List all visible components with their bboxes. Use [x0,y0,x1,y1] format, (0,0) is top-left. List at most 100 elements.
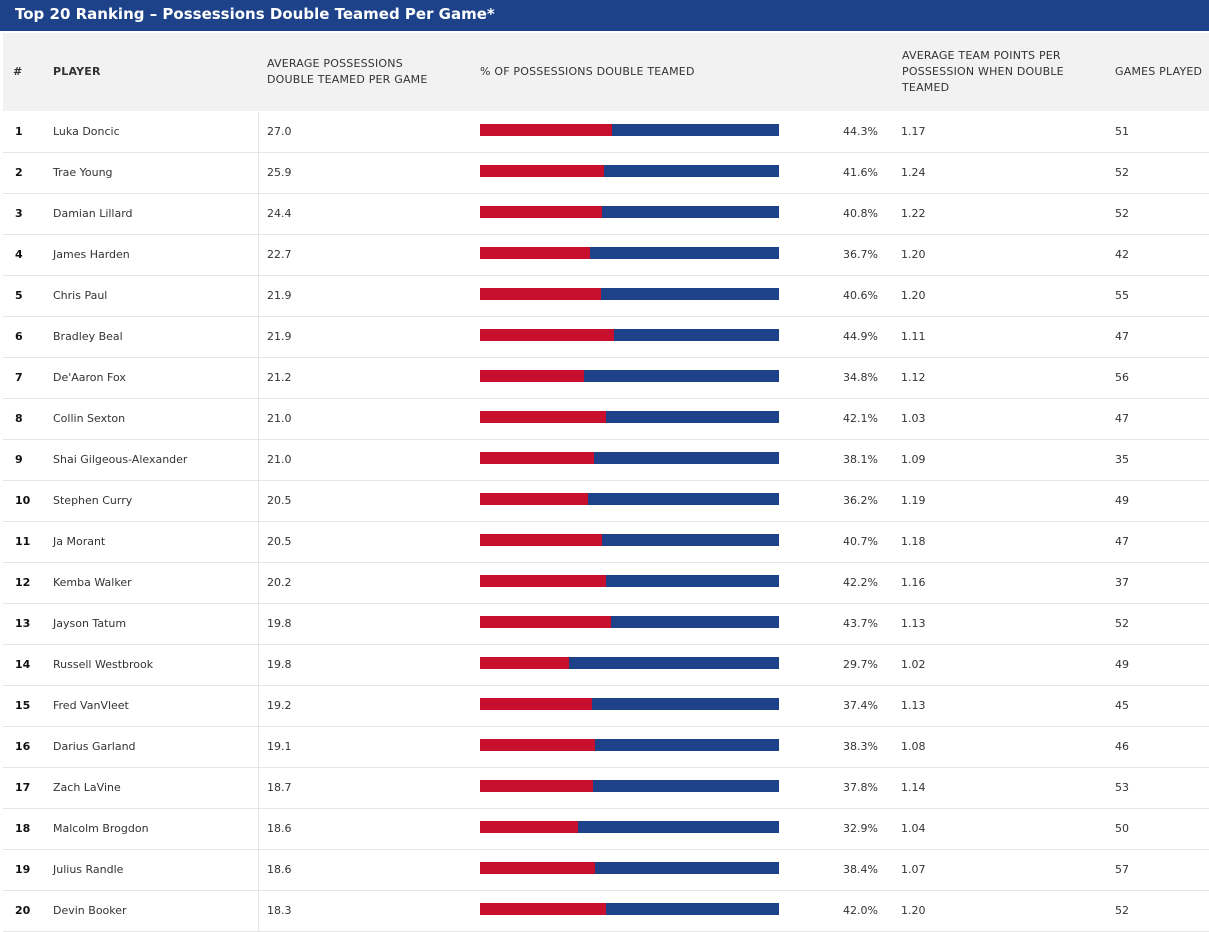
header-avg-possessions[interactable]: AVERAGE POSSESSIONS DOUBLE TEAMED PER GA… [267,57,428,86]
pct-bar [480,698,779,710]
pct-bar-fill [480,370,585,382]
table-row: 12 Kemba Walker 20.2 42.2% 1.16 37 [3,563,1209,604]
points-per-possession-value: 1.20 [901,904,926,917]
pct-label: 32.9% [843,822,878,835]
player-name[interactable]: Fred VanVleet [53,699,129,712]
games-played-value: 45 [1115,699,1129,712]
rank-cell: 15 [15,699,31,712]
player-name[interactable]: Chris Paul [53,289,108,302]
pct-bar [480,780,779,792]
column-divider [258,235,259,275]
player-name[interactable]: De'Aaron Fox [53,371,126,384]
pct-bar-fill [480,903,606,915]
pct-label: 38.4% [843,863,878,876]
table-row: 20 Devin Booker 18.3 42.0% 1.20 52 [3,891,1209,932]
player-name[interactable]: Russell Westbrook [53,658,154,671]
avg-possessions-value: 21.2 [267,371,292,384]
pct-label: 29.7% [843,658,878,671]
column-divider [258,440,259,480]
pct-bar [480,452,779,464]
player-name[interactable]: Zach LaVine [53,781,121,794]
player-name[interactable]: Jayson Tatum [53,617,127,630]
player-name[interactable]: Trae Young [53,166,113,179]
avg-possessions-value: 19.8 [267,617,292,630]
header-pct-double-teamed[interactable]: % OF POSSESSIONS DOUBLE TEAMED [480,65,695,78]
pct-bar [480,493,779,505]
pct-label: 43.7% [843,617,878,630]
pct-label: 44.3% [843,125,878,138]
points-per-possession-value: 1.20 [901,289,926,302]
player-name[interactable]: Ja Morant [53,535,106,548]
avg-possessions-value: 27.0 [267,125,292,138]
rank-cell: 8 [15,412,23,425]
pct-label: 42.1% [843,412,878,425]
column-divider [258,276,259,316]
header-points-per-possession[interactable]: AVERAGE TEAM POINTS PER POSSESSION WHEN … [902,49,1064,94]
games-played-value: 47 [1115,412,1129,425]
games-played-value: 56 [1115,371,1129,384]
page-title: Top 20 Ranking – Possessions Double Team… [0,0,1209,31]
player-name[interactable]: Kemba Walker [53,576,132,589]
table-row: 6 Bradley Beal 21.9 44.9% 1.11 47 [3,317,1209,358]
column-divider [258,112,259,152]
player-name[interactable]: Collin Sexton [53,412,126,425]
games-played-value: 49 [1115,494,1129,507]
points-per-possession-value: 1.04 [901,822,926,835]
table-row: 5 Chris Paul 21.9 40.6% 1.20 55 [3,276,1209,317]
pct-bar [480,739,779,751]
header-games-played[interactable]: GAMES PLAYED [1115,65,1203,78]
games-played-value: 42 [1115,248,1129,261]
player-name[interactable]: Stephen Curry [53,494,133,507]
player-name[interactable]: Darius Garland [53,740,136,753]
table-body: 1 Luka Doncic 27.0 44.3% 1.17 51 2 Trae Young 25… [0,112,1209,932]
player-name[interactable]: Julius Randle [53,863,124,876]
player-name[interactable]: Malcolm Brogdon [53,822,149,835]
rank-cell: 5 [15,289,23,302]
pct-bar-fill [480,698,592,710]
avg-possessions-value: 24.4 [267,207,292,220]
pct-label: 44.9% [843,330,878,343]
rank-cell: 20 [15,904,31,917]
table-row: 17 Zach LaVine 18.7 37.8% 1.14 53 [3,768,1209,809]
pct-label: 42.0% [843,904,878,917]
pct-bar [480,124,779,136]
pct-bar [480,903,779,915]
player-name[interactable]: Devin Booker [53,904,127,917]
games-played-value: 52 [1115,904,1129,917]
games-played-value: 52 [1115,617,1129,630]
rank-cell: 7 [15,371,23,384]
player-name[interactable]: Shai Gilgeous-Alexander [53,453,188,466]
table-row: 3 Damian Lillard 24.4 40.8% 1.22 52 [3,194,1209,235]
table-row: 2 Trae Young 25.9 41.6% 1.24 52 [3,153,1209,194]
pct-bar-fill [480,821,579,833]
points-per-possession-value: 1.07 [901,863,926,876]
pct-bar [480,862,779,874]
column-divider [258,153,259,193]
avg-possessions-value: 20.5 [267,535,292,548]
player-name[interactable]: Luka Doncic [53,125,120,138]
pct-bar [480,288,779,300]
header-player[interactable]: PLAYER [53,65,101,78]
points-per-possession-value: 1.03 [901,412,926,425]
pct-bar-fill [480,165,605,177]
pct-bar [480,657,779,669]
column-divider [258,604,259,644]
pct-bar-fill [480,575,607,587]
points-per-possession-value: 1.22 [901,207,926,220]
rank-cell: 19 [15,863,31,876]
avg-possessions-value: 18.6 [267,863,292,876]
pct-bar-fill [480,780,594,792]
header-rank[interactable]: # [13,65,23,78]
column-divider [258,891,259,931]
player-name[interactable]: Bradley Beal [53,330,123,343]
points-per-possession-value: 1.12 [901,371,926,384]
avg-possessions-value: 19.8 [267,658,292,671]
avg-possessions-value: 21.9 [267,330,292,343]
pct-label: 38.3% [843,740,878,753]
avg-possessions-value: 22.7 [267,248,292,261]
avg-possessions-value: 21.0 [267,453,292,466]
player-name[interactable]: James Harden [53,248,130,261]
rank-cell: 17 [15,781,31,794]
player-name[interactable]: Damian Lillard [53,207,133,220]
pct-bar [480,247,779,259]
